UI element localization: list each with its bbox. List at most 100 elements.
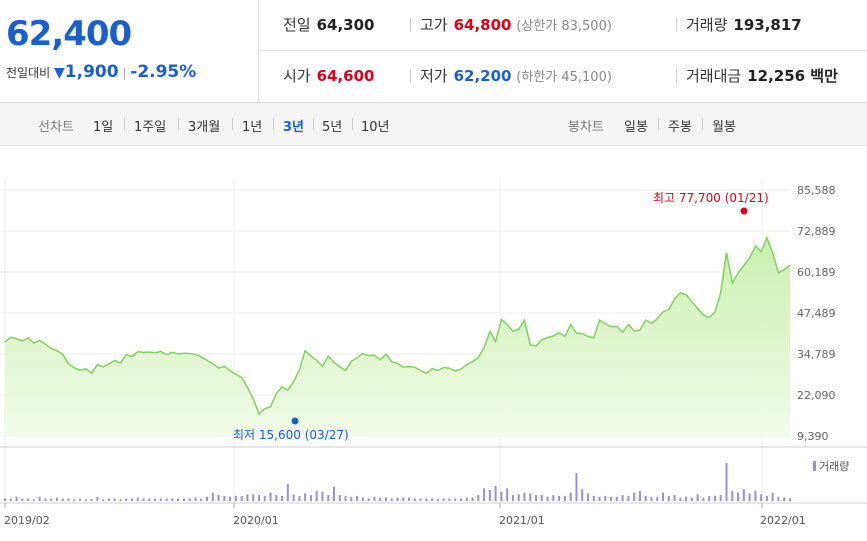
volume-bar [604,495,607,501]
volume: 거래량 193,817 [686,16,802,34]
volume-bar [494,485,497,501]
volume-bar [610,496,613,501]
volume-bar [257,495,260,501]
x-tick-label: 2020/01 [233,514,279,527]
tab-divider [124,118,125,130]
info-row-2: 시가 64,600 저가 62,200 (하한가 45,100) 거래대금 12,25… [258,51,867,101]
volume-bar [361,497,364,501]
line-chart-label: 선차트 [38,120,74,135]
volume-bar [713,495,716,501]
volume-bar [304,493,307,501]
volume-bar [223,495,226,501]
tab-monthly[interactable]: 월봉 [712,120,736,135]
volume-bar [638,490,641,501]
volume-bar [50,498,53,501]
volume-bar [465,497,468,501]
volume-bar [431,498,434,501]
tab-10y[interactable]: 10년 [361,120,390,135]
tab-daily[interactable]: 일봉 [624,120,648,135]
volume-bar [615,496,618,501]
volume-bar [448,498,451,501]
volume-bar [9,498,12,501]
divider [410,69,411,83]
volume-bar [702,497,705,501]
volume-bar [656,496,659,501]
y-tick-label: 47,489 [797,307,836,320]
volume-bar [598,496,601,501]
volume-bar [281,495,284,501]
volume-bar [442,498,445,501]
volume-bar [229,496,232,501]
price-change: 전일대비 ▼1,900 | -2.95% [6,62,196,82]
x-tick-label: 2019/02 [4,514,50,527]
volume-bar [529,493,532,501]
volume-bar [454,498,457,501]
tab-1y[interactable]: 1년 [242,120,263,135]
y-tick-label: 85,588 [797,184,836,197]
volume-bar [125,498,128,501]
tab-weekly[interactable]: 주봉 [668,120,692,135]
tab-divider [232,118,233,130]
volume-bar [136,497,139,501]
volume-bar [315,490,318,501]
volume-bar [240,495,243,501]
volume-bar [38,496,41,501]
volume-bar [396,497,399,501]
current-price: 62,400 [6,14,132,54]
price-box: 62,400 전일대비 ▼1,900 | -2.95% [0,0,259,102]
volume-bar [154,498,157,501]
divider [676,69,677,83]
volume-bar [182,498,185,501]
volume-bar [309,495,312,501]
volume-bar [338,495,341,501]
volume-bar [540,495,543,501]
volume-bar [73,499,76,501]
change-label: 전일대비 [6,66,51,80]
volume-bar [102,499,105,501]
volume-bar [263,495,266,501]
volume-bar [21,498,24,501]
volume-bar [771,492,774,501]
volume-bar [471,497,474,501]
volume-bar [194,497,197,501]
volume-bar [546,496,549,501]
volume-legend: 거래량 [819,460,849,473]
volume-bar [621,495,624,501]
volume-bar [373,496,376,501]
tab-3y[interactable]: 3년 [283,120,305,135]
tab-5y[interactable]: 5년 [322,120,343,135]
min-label: 최저 15,600 (03/27) [233,428,349,442]
volume-bar [644,495,647,501]
volume-bar [344,495,347,501]
volume-bar [413,498,416,501]
volume-bar [633,492,636,501]
volume-bar [425,498,428,501]
volume-bar [165,498,168,501]
tab-divider [273,118,274,130]
volume-bar [535,495,538,501]
volume-bar [725,463,728,501]
volume-bar [488,490,491,501]
volume-bar [662,492,665,501]
volume-bar [292,494,295,501]
volume-bar [142,498,145,501]
volume-bar [90,499,93,501]
trade-amount: 거래대금 12,256 백만 [686,67,838,85]
volume-bar [379,497,382,501]
volume-bar [211,492,214,501]
volume-bar [4,498,6,501]
tab-1d[interactable]: 1일 [93,120,114,135]
info-row-1: 전일 64,300 고가 64,800 (상한가 83,500) 거래량 193,81… [258,0,867,51]
volume-bar [517,494,520,501]
divider [676,18,677,32]
change-percent: -2.95% [130,62,197,82]
tab-divider [178,118,179,130]
tab-3m[interactable]: 3개월 [188,120,221,135]
volume-bar [61,498,64,501]
volume-bar [731,490,734,501]
volume-bar [275,495,278,501]
prev-close: 전일 64,300 [283,16,375,34]
y-tick-label: 22,090 [797,389,836,402]
tab-1w[interactable]: 1주일 [134,120,167,135]
volume-bar [575,473,578,501]
